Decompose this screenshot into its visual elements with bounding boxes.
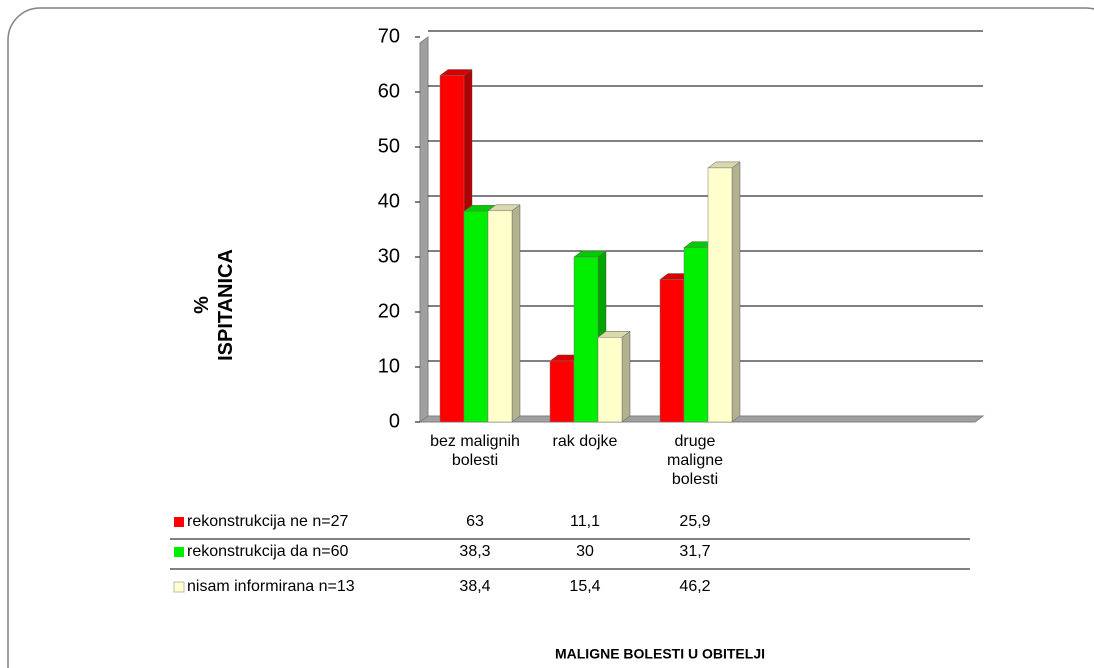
y-tick-label: 70 xyxy=(378,25,400,47)
data-label: 31,7 xyxy=(679,543,710,560)
bar xyxy=(487,204,521,423)
bar-front xyxy=(573,256,599,423)
bar-top-shade xyxy=(464,205,496,212)
x-tick-label-box: druge maligne bolesti xyxy=(666,433,724,488)
bar-side-shade xyxy=(732,161,740,422)
legend-label: rekonstrukcija da n=60 xyxy=(187,543,349,560)
data-label: 30 xyxy=(576,543,594,560)
bar-top-shade xyxy=(488,204,520,211)
y-tick-label: 60 xyxy=(378,80,400,102)
x-axis-title: MALIGNE BOLESTI U OBITELJI xyxy=(555,646,765,662)
data-label: 63 xyxy=(466,513,484,530)
bar-side-shade xyxy=(512,204,520,422)
bar-top-shade xyxy=(708,161,740,168)
x-tick-label: rak dojke xyxy=(552,433,618,450)
legend-swatch xyxy=(173,581,185,593)
bar-top-shade xyxy=(574,251,606,257)
y-tick-label: 40 xyxy=(378,190,400,212)
data-label: 15,4 xyxy=(569,578,600,595)
y-tick-label: 50 xyxy=(378,135,400,157)
data-label: 38,3 xyxy=(459,543,490,560)
y-tick-label: 0 xyxy=(389,410,400,432)
data-label: 25,9 xyxy=(679,513,710,530)
bar-front xyxy=(439,75,465,423)
y-axis-title-line: % xyxy=(191,296,213,314)
x-tick-label-box: rak dojke xyxy=(552,433,618,450)
y-axis-title: % ISPITANICA xyxy=(191,249,237,361)
bar xyxy=(597,330,631,423)
frame xyxy=(7,7,1094,668)
bar-side-shade xyxy=(622,331,630,422)
bar-front xyxy=(707,167,733,423)
bar-front xyxy=(487,210,513,423)
legend-swatch xyxy=(174,547,184,557)
y-tick-label: 20 xyxy=(378,300,400,322)
y-tick-label: 30 xyxy=(378,245,400,267)
x-tick-label: druge maligne bolesti xyxy=(666,433,724,488)
y-tick-label: 10 xyxy=(378,355,400,377)
y-axis-title-line: ISPITANICA xyxy=(215,249,237,361)
bar-front xyxy=(549,360,575,423)
bar-front xyxy=(597,337,623,423)
bar xyxy=(707,161,741,423)
bar-top-shade xyxy=(440,69,472,76)
bar-front xyxy=(683,247,709,423)
bar-top-shade xyxy=(598,331,630,338)
data-label: 38,4 xyxy=(459,578,490,595)
data-label: 46,2 xyxy=(679,578,710,595)
bar-front xyxy=(659,279,685,423)
side-wall xyxy=(419,36,429,423)
legend-swatch xyxy=(174,517,184,527)
x-tick-label-box: bez malignih bolesti xyxy=(430,433,520,469)
x-tick-label: bez malignih bolesti xyxy=(430,433,520,469)
bar-front xyxy=(463,211,489,423)
data-label: 11,1 xyxy=(570,513,600,530)
legend-label: nisam informirana n=13 xyxy=(187,578,355,595)
legend-label: rekonstrukcija ne n=27 xyxy=(187,513,349,530)
